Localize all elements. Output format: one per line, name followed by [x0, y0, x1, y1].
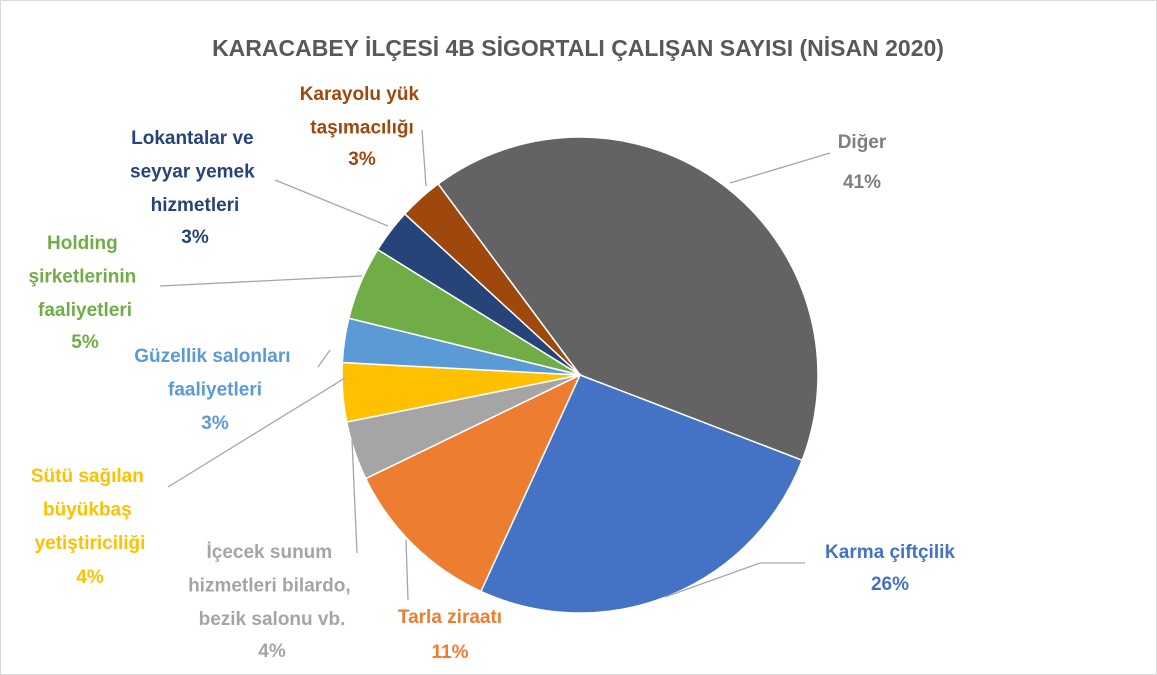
leader-lines: [159, 129, 831, 601]
slice-label: Diğer: [838, 132, 887, 153]
slice-value-label: 41%: [843, 172, 881, 193]
slice-value-label: 3%: [201, 413, 229, 434]
pie-slice: [403, 182, 581, 376]
pie-slice: [437, 136, 819, 462]
slice-value-label: 11%: [432, 642, 469, 663]
slice-label: Holding şirketlerinin faaliyetleri: [29, 233, 142, 321]
slice-value-label: 3%: [181, 227, 209, 248]
slice-value-label: 26%: [871, 574, 909, 595]
slice-label: Güzellik salonları faaliyetleri: [134, 346, 296, 401]
slice-label: Tarla ziraatı: [398, 607, 502, 628]
chart-title: KARACABEY İLÇESİ 4B SİGORTALI ÇALIŞAN SA…: [212, 35, 944, 61]
slice-value-label: 4%: [258, 641, 286, 662]
slice-value-label: 3%: [348, 149, 376, 170]
slice-label: Karma çiftçilik: [825, 542, 955, 563]
pie-slice: [364, 373, 582, 593]
slice-label: İçecek sunum hizmetleri bilardo, bezik s…: [188, 542, 356, 630]
slice-value-label: 5%: [71, 332, 99, 353]
pie: [341, 136, 819, 614]
slice-value-label: 4%: [76, 567, 104, 588]
slice-label: Lokantalar ve seyyar yemek hizmetleri: [130, 128, 260, 216]
slice-label: Karayolu yük taşımacılığı: [300, 84, 425, 139]
slice-label: Sütü sağılan büyükbaş yetiştiriciliği: [31, 466, 149, 554]
